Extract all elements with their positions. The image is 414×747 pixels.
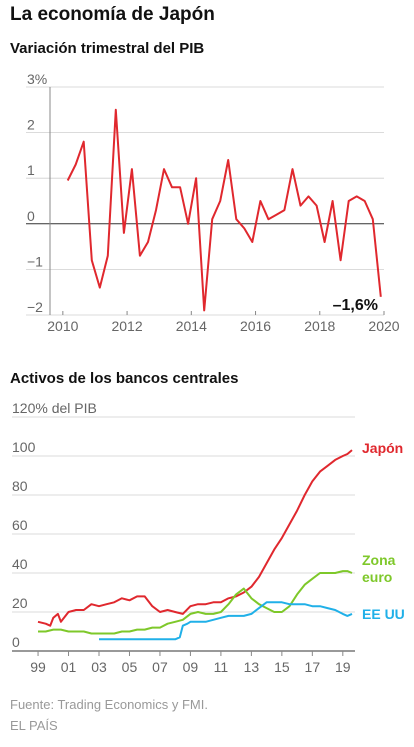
gdp-series-line — [66, 108, 382, 312]
x-tick-label: 99 — [30, 659, 46, 675]
y-tick-label: 120% del PIB — [12, 400, 97, 416]
page-title: La economía de Japón — [10, 4, 215, 25]
legend-us: EE UU — [362, 606, 405, 622]
y-tick-label: 2 — [27, 117, 35, 133]
x-tick-label: 17 — [305, 659, 321, 675]
source-note: Fuente: Trading Economics y FMI. — [10, 697, 208, 712]
x-tick-label: 05 — [122, 659, 138, 675]
y-tick-label: 100 — [12, 439, 36, 455]
x-tick-label: 15 — [274, 659, 290, 675]
legend-eurozone: Zona — [362, 552, 396, 568]
assets-chart-title: Activos de los bancos centrales — [10, 370, 239, 387]
x-tick-label: 03 — [91, 659, 107, 675]
y-tick-label: 1 — [27, 162, 35, 178]
eurozone-series-line — [38, 570, 353, 635]
y-tick-label: 0 — [27, 208, 35, 224]
x-tick-label: 07 — [152, 659, 168, 675]
y-tick-label: −1 — [27, 253, 43, 269]
brand-label: EL PAÍS — [10, 718, 58, 733]
x-tick-label: 2012 — [111, 318, 142, 334]
gdp-chart-title: Variación trimestral del PIB — [10, 40, 205, 57]
y-tick-label: 0 — [12, 634, 20, 650]
legend-japan: Japón — [362, 440, 403, 456]
assets-chart: 120% del PIB 100 80 60 40 20 0 99 01 03 05 07 09 11 13… — [12, 400, 405, 675]
y-tick-label: 3% — [27, 71, 47, 87]
x-tick-label: 09 — [183, 659, 199, 675]
x-tick-label: 01 — [61, 659, 77, 675]
x-tick-label: 2014 — [176, 318, 207, 334]
y-tick-label: −2 — [27, 299, 43, 315]
x-tick-label: 11 — [214, 659, 229, 675]
x-tick-label: 2010 — [47, 318, 78, 334]
y-tick-label: 20 — [12, 595, 28, 611]
japan-series-line — [37, 449, 353, 627]
last-value-annotation: –1,6% — [333, 297, 378, 314]
x-tick-label: 2018 — [304, 318, 335, 334]
y-tick-label: 60 — [12, 517, 28, 533]
x-tick-label: 13 — [244, 659, 260, 675]
y-tick-label: 40 — [12, 556, 28, 572]
legend-eurozone: euro — [362, 569, 392, 585]
x-tick-label: 19 — [335, 659, 351, 675]
x-tick-label: 2016 — [240, 318, 271, 334]
x-tick-label: 2020 — [368, 318, 399, 334]
y-tick-label: 80 — [12, 478, 28, 494]
us-series-line — [99, 601, 353, 641]
